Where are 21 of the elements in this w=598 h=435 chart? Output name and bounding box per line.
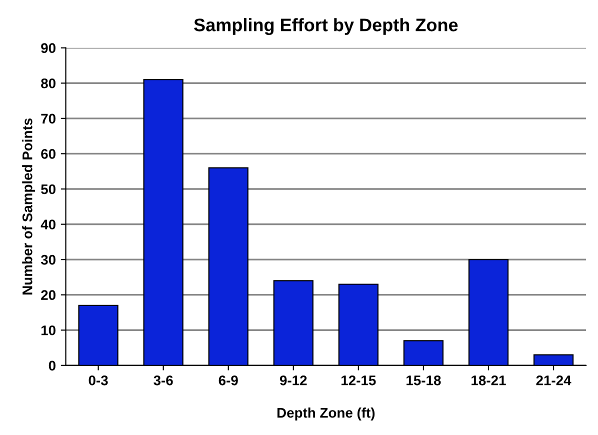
x-axis-title: Depth Zone (ft) [277,408,375,420]
x-tick-label: 6-9 [218,375,238,386]
y-tick-label: 80 [41,78,56,88]
y-axis-title: Number of Sampled Points [22,118,36,294]
y-tick-label: 10 [41,325,56,336]
x-tick-label: 15-18 [406,375,441,386]
x-tick-label: 3-6 [154,375,173,386]
x-tick-label: 12-15 [342,375,376,386]
x-tick-label: 0-3 [88,375,108,386]
y-tick-label: 0 [48,360,56,371]
y-tick-label: 90 [41,43,56,54]
y-tick-label: 70 [41,114,56,124]
x-tick-label: 21-24 [536,375,572,386]
y-tick-label: 50 [41,184,56,194]
y-tick-label: 60 [41,149,56,159]
y-tick-label: 40 [40,220,56,230]
y-tick-label: 20 [41,290,56,300]
x-tick-label: 9-12 [280,375,307,386]
chart-title: Sampling Effort by Depth Zone [194,18,458,36]
y-tick-label: 30 [40,254,56,265]
x-tick-label: 18-21 [472,375,506,386]
